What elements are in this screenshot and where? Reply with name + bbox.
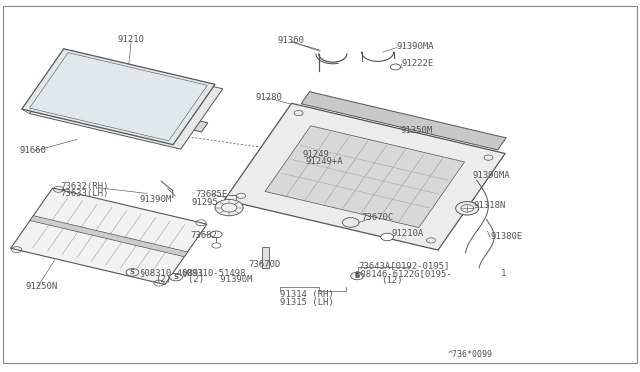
Text: 73643A[0192-0195]: 73643A[0192-0195]: [358, 262, 450, 270]
Text: 73670D: 73670D: [248, 260, 280, 269]
Text: 91315 (LH): 91315 (LH): [280, 298, 333, 307]
Text: (2)   91390M: (2) 91390M: [188, 275, 253, 284]
Polygon shape: [265, 126, 465, 228]
Polygon shape: [30, 216, 188, 257]
Text: 73633(LH): 73633(LH): [61, 189, 109, 198]
Text: §08310-51498: §08310-51498: [181, 268, 246, 277]
Text: 91210A: 91210A: [392, 229, 424, 238]
Text: 91249: 91249: [302, 150, 329, 159]
Circle shape: [211, 231, 222, 238]
Text: (2): (2): [156, 275, 172, 284]
Polygon shape: [225, 103, 505, 250]
Text: 91295: 91295: [192, 198, 219, 207]
Text: 73670C: 73670C: [362, 213, 394, 222]
Polygon shape: [301, 92, 506, 150]
Circle shape: [126, 269, 139, 276]
Text: §08310-40891: §08310-40891: [140, 268, 204, 277]
Text: 91390MA: 91390MA: [397, 42, 435, 51]
Text: S: S: [130, 269, 135, 275]
Text: ®08146-6122G[0195-: ®08146-6122G[0195-: [355, 269, 452, 278]
Text: 1: 1: [500, 269, 506, 278]
Text: 91350M: 91350M: [401, 126, 433, 135]
Text: 91314 (RH): 91314 (RH): [280, 290, 333, 299]
Circle shape: [215, 199, 243, 216]
Text: 91390MA: 91390MA: [472, 171, 510, 180]
Text: S: S: [173, 274, 179, 280]
Circle shape: [351, 272, 364, 280]
Text: 91280: 91280: [256, 93, 283, 102]
Text: B: B: [355, 273, 360, 279]
Text: 73632(RH): 73632(RH): [61, 182, 109, 190]
Polygon shape: [11, 188, 207, 285]
Text: ^736*0099: ^736*0099: [448, 350, 493, 359]
Text: 91249+A: 91249+A: [306, 157, 344, 166]
Text: 91318N: 91318N: [474, 201, 506, 210]
Polygon shape: [35, 84, 208, 132]
Circle shape: [390, 64, 401, 70]
Circle shape: [212, 243, 221, 248]
Text: 73682: 73682: [191, 231, 218, 240]
Text: 91390M: 91390M: [140, 195, 172, 203]
Text: 91250N: 91250N: [26, 282, 58, 291]
Circle shape: [170, 273, 182, 281]
Text: 91210: 91210: [118, 35, 145, 44]
Circle shape: [342, 218, 359, 227]
Text: 91222E: 91222E: [402, 60, 434, 68]
Polygon shape: [29, 53, 223, 149]
Text: 73685E: 73685E: [195, 190, 227, 199]
Polygon shape: [262, 247, 269, 268]
Text: 91380E: 91380E: [490, 232, 522, 241]
Polygon shape: [22, 49, 215, 145]
Text: 91360: 91360: [278, 36, 305, 45]
Circle shape: [381, 233, 394, 241]
Text: (12): (12): [381, 276, 403, 285]
Circle shape: [456, 202, 479, 215]
Text: 91660: 91660: [19, 146, 46, 155]
